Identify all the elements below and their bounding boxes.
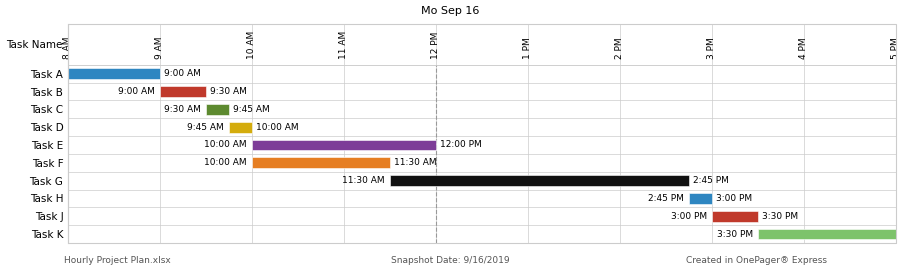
Text: 4 PM: 4 PM	[799, 37, 808, 59]
Text: 9:00 AM: 9:00 AM	[118, 87, 155, 96]
Text: 12:00 PM: 12:00 PM	[440, 140, 482, 150]
Text: 9:45 AM: 9:45 AM	[233, 105, 270, 114]
Text: 10:00 AM: 10:00 AM	[204, 158, 247, 167]
Text: 9:30 AM: 9:30 AM	[210, 87, 247, 96]
Text: 9:30 AM: 9:30 AM	[164, 105, 201, 114]
Bar	[758, 229, 896, 239]
Text: Mo Sep 16: Mo Sep 16	[421, 6, 479, 16]
Text: 3:30 PM: 3:30 PM	[762, 212, 798, 221]
Text: 3:30 PM: 3:30 PM	[716, 230, 753, 239]
Text: 11:30 AM: 11:30 AM	[342, 176, 385, 185]
Bar	[229, 122, 251, 133]
Bar	[251, 140, 436, 150]
Text: 11 AM: 11 AM	[339, 31, 348, 59]
Bar	[159, 86, 205, 97]
Bar	[68, 68, 159, 79]
Text: 9:00 AM: 9:00 AM	[164, 69, 201, 78]
Text: 2 PM: 2 PM	[615, 37, 624, 59]
Text: 5 PM: 5 PM	[891, 37, 900, 59]
Text: 10 AM: 10 AM	[247, 31, 256, 59]
Bar	[251, 157, 390, 168]
Text: 3:00 PM: 3:00 PM	[716, 194, 752, 203]
Text: Created in OnePager® Express: Created in OnePager® Express	[686, 256, 826, 265]
Bar	[390, 175, 688, 186]
Bar	[688, 193, 712, 204]
Text: 8 AM: 8 AM	[63, 36, 72, 59]
Text: 9:45 AM: 9:45 AM	[187, 123, 224, 132]
Text: 10:00 AM: 10:00 AM	[256, 123, 299, 132]
Text: 10:00 AM: 10:00 AM	[204, 140, 247, 150]
Text: 9 AM: 9 AM	[155, 36, 164, 59]
Text: Task Name: Task Name	[5, 39, 62, 50]
Text: 2:45 PM: 2:45 PM	[648, 194, 684, 203]
Text: Snapshot Date: 9/16/2019: Snapshot Date: 9/16/2019	[391, 256, 509, 265]
Text: 3 PM: 3 PM	[707, 37, 716, 59]
Bar	[712, 211, 758, 222]
Text: 11:30 AM: 11:30 AM	[394, 158, 436, 167]
Text: 1 PM: 1 PM	[523, 37, 532, 59]
Text: 3:00 PM: 3:00 PM	[670, 212, 706, 221]
Text: 12 PM: 12 PM	[431, 31, 440, 59]
Text: Hourly Project Plan.xlsx: Hourly Project Plan.xlsx	[64, 256, 170, 265]
Text: 2:45 PM: 2:45 PM	[693, 176, 729, 185]
Bar	[205, 104, 229, 115]
